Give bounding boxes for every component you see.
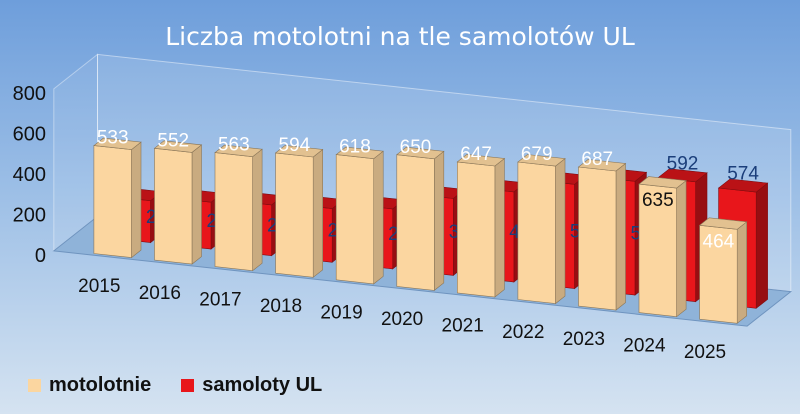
data-label-samoloty-ul: 574 <box>727 164 759 185</box>
x-tick-label: 2023 <box>563 329 605 350</box>
legend-item-motolotnie: motolotnie <box>28 374 151 397</box>
bar-motolotnie-2022 <box>517 154 566 305</box>
data-label-motolotnie: 552 <box>157 130 189 151</box>
x-tick-label: 2017 <box>199 289 241 310</box>
data-label-motolotnie: 533 <box>97 128 129 149</box>
x-tick-label: 2018 <box>260 296 302 317</box>
data-label-samoloty-ul: 592 <box>667 153 699 174</box>
legend-label-motolotnie: motolotnie <box>49 374 152 396</box>
chart-title: Liczba motolotni na tle samolotów UL <box>165 22 635 51</box>
x-tick-label: 2025 <box>684 342 726 363</box>
x-tick-label: 2016 <box>139 283 181 304</box>
x-tick-label: 2024 <box>623 335 666 356</box>
bar-motolotnie-2020 <box>396 146 445 292</box>
data-label-motolotnie: 650 <box>400 137 432 158</box>
x-tick-label: 2019 <box>320 303 362 324</box>
x-tick-label: 2015 <box>78 276 120 297</box>
legend-swatch-motolotnie <box>28 379 41 392</box>
bar-motolotnie-2021 <box>456 154 506 298</box>
data-label-motolotnie: 594 <box>279 135 311 156</box>
x-tick-label: 2021 <box>442 316 484 337</box>
bar-motolotnie-2019 <box>335 146 384 285</box>
bar-motolotnie-2025 <box>698 217 748 324</box>
bar-motolotnie-2024 <box>638 176 687 318</box>
x-tick-label: 2022 <box>502 322 544 343</box>
y-tick-label: 400 <box>13 164 46 186</box>
bar-motolotnie-2015 <box>93 137 142 259</box>
y-tick-label: 200 <box>13 205 46 227</box>
data-label-motolotnie: 647 <box>460 144 492 165</box>
data-label-motolotnie: 618 <box>339 137 371 158</box>
legend: motolotnie samoloty UL <box>28 374 352 397</box>
bar-motolotnie-2023 <box>577 159 627 311</box>
x-tick-label: 2020 <box>381 309 423 330</box>
data-label-motolotnie: 687 <box>581 149 613 170</box>
bar-motolotnie-2017 <box>214 144 263 272</box>
legend-label-samoloty-ul: samoloty UL <box>202 374 323 396</box>
y-tick-label: 600 <box>13 124 46 146</box>
y-tick-label: 0 <box>35 245 46 267</box>
data-label-motolotnie: 464 <box>703 231 735 252</box>
legend-swatch-samoloty-ul <box>181 379 195 392</box>
data-label-motolotnie: 563 <box>218 135 250 156</box>
bar-motolotnie-2016 <box>153 140 203 265</box>
legend-item-samoloty-ul: samoloty UL <box>181 374 322 397</box>
y-tick-label: 800 <box>13 83 46 105</box>
bar-motolotnie-2018 <box>274 145 324 278</box>
data-label-motolotnie: 679 <box>521 144 553 165</box>
data-label-motolotnie: 635 <box>642 190 674 211</box>
